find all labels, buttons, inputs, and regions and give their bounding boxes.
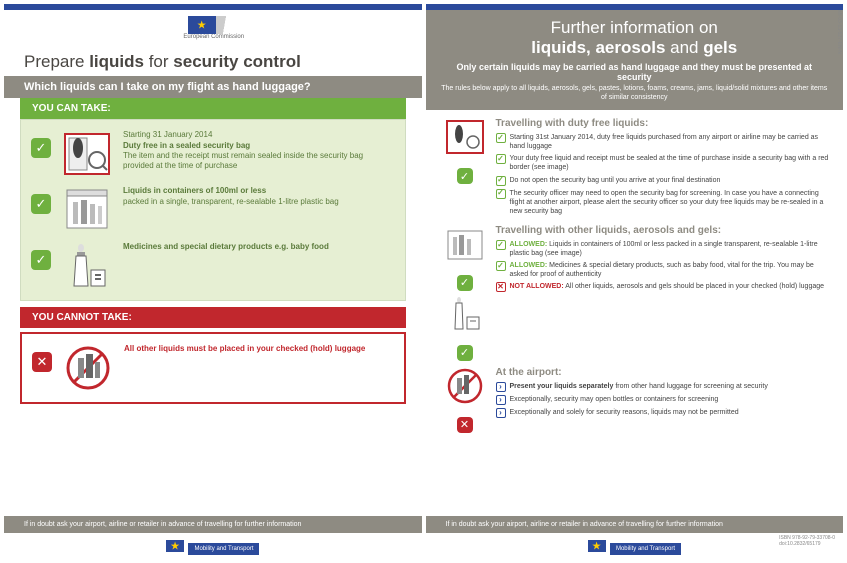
duty-free-bag-icon — [59, 130, 115, 178]
baby-bottle-icon — [59, 242, 115, 290]
icon-column: ✕ — [440, 367, 490, 433]
footer-dept: Mobility and Transport — [188, 543, 259, 555]
list-item: ✓ALLOWED: Medicines & special dietary pr… — [496, 261, 830, 279]
list-item: ✓The security officer may need to open t… — [496, 189, 830, 216]
check-icon: ✓ — [457, 275, 473, 291]
right-subtitle2: The rules below apply to all liquids, ae… — [440, 84, 830, 102]
doc-code: MI-03-13-527-EN-N — [836, 10, 842, 54]
can-take-row: ✓ Liquids in containers of 100ml or less… — [31, 186, 395, 234]
can-take-text: Starting 31 January 2014 Duty free in a … — [123, 130, 395, 172]
bullet-icon: ✓ — [496, 240, 506, 250]
cannot-take-text: All other liquids must be placed in your… — [124, 344, 394, 354]
can-take-label: YOU CAN TAKE: — [20, 98, 406, 119]
list-item: ✓Your duty free liquid and receipt must … — [496, 154, 830, 172]
section-duty-free: ✓ Travelling with duty free liquids: ✓St… — [440, 118, 830, 219]
list-item: ›Exceptionally, security may open bottle… — [496, 395, 830, 405]
can-take-row: ✓ Medicines and special dietary products… — [31, 242, 395, 290]
bullet-icon: ✕ — [496, 282, 506, 292]
plastic-bag-icon — [443, 225, 487, 263]
left-content: YOU CAN TAKE: ✓ Starting 31 January 2014… — [4, 98, 422, 404]
section-title: Travelling with other liquids, aerosols … — [496, 225, 830, 236]
check-icon: ✓ — [31, 194, 51, 214]
bullet-icon: › — [496, 395, 506, 405]
check-icon: ✓ — [457, 168, 473, 184]
footer-dept: Mobility and Transport — [610, 543, 681, 555]
list-item: ✓Do not open the security bag until you … — [496, 176, 830, 186]
section-airport: ✕ At the airport: ›Present your liquids … — [440, 367, 830, 433]
item-list: Travelling with other liquids, aerosols … — [496, 225, 830, 295]
ec-logo: European Commission — [181, 16, 244, 40]
can-take-box: ✓ Starting 31 January 2014 Duty free in … — [20, 119, 406, 301]
footer-note: If in doubt ask your airport, airline or… — [426, 516, 844, 533]
prohibited-liquids-icon — [443, 367, 487, 405]
duty-free-bag-icon — [443, 118, 487, 156]
right-subtitle: Only certain liquids may be carried as h… — [440, 62, 830, 82]
check-icon: ✓ — [31, 138, 51, 158]
eu-flag-icon — [166, 540, 184, 552]
list-item: ›Exceptionally and solely for security r… — [496, 408, 830, 418]
bullet-icon: ✓ — [496, 154, 506, 164]
list-item: ›Present your liquids separately from ot… — [496, 382, 830, 392]
bullet-icon: ✓ — [496, 133, 506, 143]
cannot-take-box: ✕ All other liquids must be placed in yo… — [20, 332, 406, 404]
icon-column: ✓ ✓ — [440, 225, 490, 361]
logo-area: European Commission — [4, 10, 422, 46]
building-icon — [216, 16, 238, 34]
eu-flag-icon — [188, 16, 216, 34]
can-take-row: ✓ Starting 31 January 2014 Duty free in … — [31, 130, 395, 178]
icon-column: ✓ — [440, 118, 490, 184]
cannot-take-label: YOU CANNOT TAKE: — [20, 307, 406, 328]
bullet-icon: ✓ — [496, 176, 506, 186]
logo-label: European Commission — [181, 34, 244, 40]
eu-flag-icon — [588, 540, 606, 552]
right-content: ✓ Travelling with duty free liquids: ✓St… — [426, 110, 844, 516]
left-panel: European Commission Prepare liquids for … — [4, 4, 422, 559]
bullet-icon: › — [496, 382, 506, 392]
can-take-text: Liquids in containers of 100ml or less p… — [123, 186, 395, 207]
footer-logo: Mobility and Transport — [4, 533, 422, 559]
list-item: ✓Starting 31st January 2014, duty free l… — [496, 133, 830, 151]
right-title: Further information on liquids, aerosols… — [440, 18, 830, 58]
section-title: At the airport: — [496, 367, 830, 378]
bullet-icon: › — [496, 408, 506, 418]
prohibited-liquids-icon — [60, 344, 116, 392]
list-item: ✕NOT ALLOWED: All other liquids, aerosol… — [496, 282, 830, 292]
section-title: Travelling with duty free liquids: — [496, 118, 830, 129]
main-title: Prepare liquids for security control — [4, 46, 422, 76]
bullet-icon: ✓ — [496, 261, 506, 271]
question-bar: Which liquids can I take on my flight as… — [4, 76, 422, 98]
cross-icon: ✕ — [457, 417, 473, 433]
check-icon: ✓ — [31, 250, 51, 270]
baby-bottle-icon — [443, 295, 487, 333]
list-item: ✓ALLOWED: Liquids in containers of 100ml… — [496, 240, 830, 258]
footer-note: If in doubt ask your airport, airline or… — [4, 516, 422, 533]
isbn-block: ISBN 978-92-79-33708-0 doi:10.2832/65179 — [779, 535, 835, 547]
item-list: At the airport: ›Present your liquids se… — [496, 367, 830, 421]
cross-icon: ✕ — [32, 352, 52, 372]
section-other-liquids: ✓ ✓ Travelling with other liquids, aeros… — [440, 225, 830, 361]
plastic-bag-icon — [59, 186, 115, 234]
right-header: Further information on liquids, aerosols… — [426, 10, 844, 110]
check-icon: ✓ — [457, 345, 473, 361]
can-take-text: Medicines and special dietary products e… — [123, 242, 395, 252]
item-list: Travelling with duty free liquids: ✓Star… — [496, 118, 830, 219]
bullet-icon: ✓ — [496, 189, 506, 199]
right-panel: MI-03-13-527-EN-N Further information on… — [426, 4, 844, 559]
footer-logo: Mobility and Transport ISBN 978-92-79-33… — [426, 533, 844, 559]
